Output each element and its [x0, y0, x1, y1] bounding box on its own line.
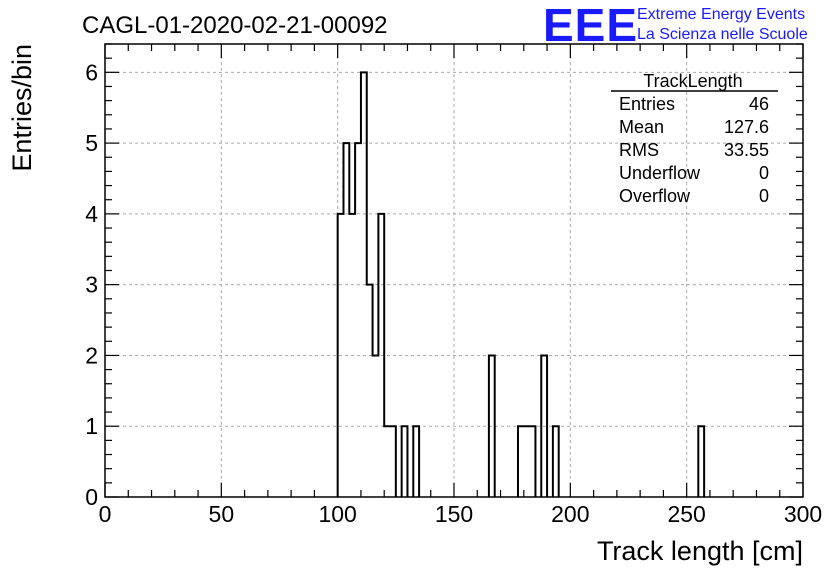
x-tick-label: 50 [209, 501, 235, 527]
grid-lines [105, 44, 803, 497]
stats-row-value: 0 [759, 163, 769, 183]
y-tick-labels: 0 1 2 3 4 5 6 [85, 59, 98, 510]
logo-line-1: Extreme Energy Events [637, 6, 805, 23]
stats-row-label: RMS [619, 140, 659, 160]
stats-row-value: 46 [749, 94, 769, 114]
y-tick-label: 2 [85, 342, 98, 368]
chart-title: CAGL-01-2020-02-21-00092 [82, 12, 388, 39]
histogram-outline [336, 71, 706, 497]
logo-line-2: La Scienza nelle Scuole [637, 26, 808, 43]
x-tick-labels: 0 50 100 150 200 250 300 [99, 501, 823, 527]
stats-row-label: Entries [619, 94, 675, 114]
y-tick-label: 6 [85, 59, 98, 85]
x-tick-label: 200 [551, 501, 589, 527]
y-tick-label: 0 [85, 484, 98, 510]
stats-row-label: Overflow [619, 186, 691, 206]
stats-row-value: 0 [759, 186, 769, 206]
stats-row-value: 33.55 [724, 140, 769, 160]
x-tick-label: 150 [435, 501, 473, 527]
stats-title: TrackLength [643, 71, 742, 91]
x-tick-label: 300 [784, 501, 822, 527]
axis-ticks [104, 43, 804, 498]
y-axis-label: Entries/bin [7, 44, 37, 172]
y-tick-label: 3 [85, 272, 98, 298]
x-tick-label: 100 [318, 501, 356, 527]
y-tick-label: 1 [85, 413, 98, 439]
y-tick-label: 4 [85, 201, 98, 227]
x-axis-label: Track length [cm] [597, 536, 803, 566]
eee-logo: EEE Extreme Energy Events La Scienza nel… [543, 0, 808, 51]
stats-row-value: 127.6 [724, 117, 769, 137]
eee-logo-mark: EEE [543, 0, 638, 51]
stats-row-label: Underflow [619, 163, 701, 183]
x-tick-label: 0 [99, 501, 112, 527]
stats-row-label: Mean [619, 117, 664, 137]
stats-box: TrackLength Entries 46 Mean 127.6 RMS 33.55 Un… [611, 71, 778, 206]
stats-rows: Entries 46 Mean 127.6 RMS 33.55 Underflow 0 Over… [619, 94, 769, 206]
x-tick-label: 250 [667, 501, 705, 527]
y-tick-label: 5 [85, 130, 98, 156]
